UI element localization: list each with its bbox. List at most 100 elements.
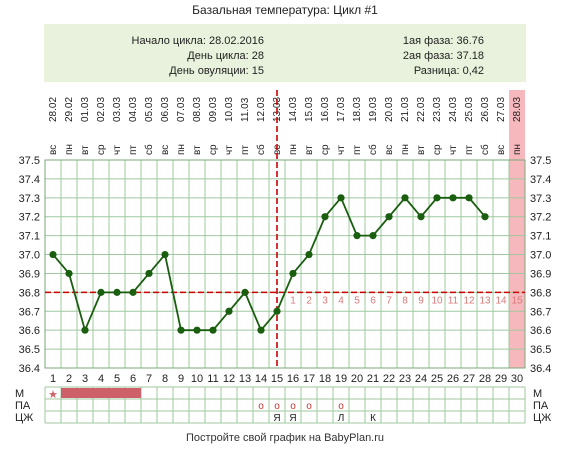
plot-border [44, 159, 526, 369]
day-number-label: 19 [335, 373, 347, 385]
y-tick-label-right: 36.6 [530, 325, 551, 337]
y-tick-label-left: 36.9 [19, 268, 40, 280]
y-tick-label-left: 36.4 [19, 363, 40, 375]
date-label: 28.03 [512, 97, 523, 122]
temperature-point [337, 194, 345, 202]
date-label: 06.03 [160, 97, 171, 122]
weekday-label: ср [432, 144, 443, 155]
temperature-point [97, 288, 105, 296]
temperature-point [305, 250, 313, 259]
day-number-label: 3 [82, 373, 88, 385]
phase2-day-label: 1 [290, 295, 296, 306]
date-label: 24.03 [448, 97, 459, 122]
phase1-text: 1ая фаза: 36.76 [402, 35, 484, 47]
weekday-label: чт [112, 145, 123, 155]
weekday-label: ср [320, 144, 331, 155]
page-title: Базальная температура: Цикл #1 [192, 3, 378, 17]
y-tick-label-right: 36.7 [530, 306, 551, 318]
temperature-point [449, 194, 457, 202]
phase2-text: 2ая фаза: 37.18 [402, 50, 484, 62]
ovulation-day-text: День овуляции: 15 [169, 65, 264, 77]
day-number-label: 11 [207, 373, 218, 385]
day-number-label: 16 [287, 373, 299, 385]
temperature-point [401, 194, 409, 202]
weekday-label: сб [367, 144, 379, 155]
weekday-label: пт [128, 145, 139, 155]
date-label: 05.03 [144, 97, 155, 122]
temperature-point [385, 213, 393, 221]
date-label: 26.03 [480, 97, 491, 122]
row-label-left: ЦЖ [15, 412, 33, 424]
day-number-label: 10 [191, 373, 203, 385]
row-label-right: ЦЖ [533, 412, 551, 424]
phase2-day-label: 3 [322, 295, 328, 306]
y-tick-label-right: 37.5 [530, 155, 551, 167]
date-label: 28.02 [48, 97, 59, 122]
temperature-point [481, 213, 489, 221]
weekday-label: пн [400, 144, 411, 155]
y-tick-label-left: 37.1 [19, 231, 40, 243]
temperature-point [321, 213, 329, 221]
day-number-label: 14 [255, 373, 267, 385]
day-number-label: 29 [495, 373, 507, 385]
phase2-day-label: 14 [495, 295, 507, 306]
day-number-label: 23 [399, 373, 411, 385]
y-tick-label-left: 37.3 [19, 193, 40, 205]
cz-mark: Я [289, 413, 296, 424]
temperature-point [353, 232, 361, 240]
y-tick-label-right: 37.1 [530, 231, 551, 243]
date-label: 09.03 [208, 97, 219, 122]
temperature-point [433, 194, 441, 202]
y-tick-label-left: 37.5 [19, 155, 40, 167]
phase2-day-label: 5 [354, 295, 360, 306]
temperature-point [241, 288, 249, 296]
date-label: 03.03 [112, 97, 123, 122]
date-label: 07.03 [176, 97, 187, 122]
y-tick-label-right: 36.4 [530, 363, 551, 375]
cz-mark: Я [273, 413, 280, 424]
day-number-label: 2 [66, 373, 72, 385]
date-label: 10.03 [224, 97, 235, 122]
temperature-point [273, 307, 281, 315]
day-number-label: 7 [146, 373, 152, 385]
day-number-label: 22 [383, 373, 395, 385]
date-label: 12.03 [256, 97, 267, 122]
date-label: 21.03 [400, 97, 411, 122]
cycle-day-text: День цикла: 28 [187, 50, 264, 62]
day-number-label: 5 [114, 373, 120, 385]
weekday-label: ср [208, 144, 219, 155]
date-label: 01.03 [80, 97, 91, 122]
phase2-day-label: 11 [448, 295, 459, 306]
date-label: 16.03 [320, 97, 331, 122]
phase2-day-label: 13 [479, 295, 491, 306]
date-label: 20.03 [384, 97, 395, 122]
date-label: 18.03 [352, 97, 363, 122]
date-label: 11.03 [240, 97, 251, 122]
y-tick-label-left: 36.7 [19, 306, 40, 318]
day-number-label: 9 [178, 373, 184, 385]
phase2-day-label: 10 [431, 295, 443, 306]
day-number-label: 1 [50, 373, 56, 385]
menstruation-star-icon: ★ [48, 389, 58, 401]
footer-link[interactable]: Постройте свой график на BabyPlan.ru [185, 432, 385, 444]
day-number-label: 18 [319, 373, 331, 385]
day-number-label: 30 [511, 373, 523, 385]
weekday-label: чт [448, 145, 459, 155]
day-number-label: 6 [130, 373, 136, 385]
cz-mark: Л [338, 413, 345, 424]
date-label: 23.03 [432, 97, 443, 122]
weekday-label: вс [160, 145, 171, 155]
day-number-label: 15 [271, 373, 283, 385]
y-tick-label-right: 37.2 [530, 212, 551, 224]
phase2-day-label: 15 [511, 295, 523, 306]
day-number-label: 13 [239, 373, 251, 385]
temperature-point [81, 326, 89, 334]
day-number-label: 27 [463, 373, 475, 385]
y-tick-label-right: 37.0 [530, 250, 551, 262]
pa-mark: о [274, 401, 280, 412]
temperature-line [52, 196, 486, 333]
weekday-label: пн [176, 144, 187, 155]
weekday-label: пт [352, 145, 363, 155]
temperature-point [225, 307, 233, 315]
row-label-left: ПА [15, 400, 31, 412]
